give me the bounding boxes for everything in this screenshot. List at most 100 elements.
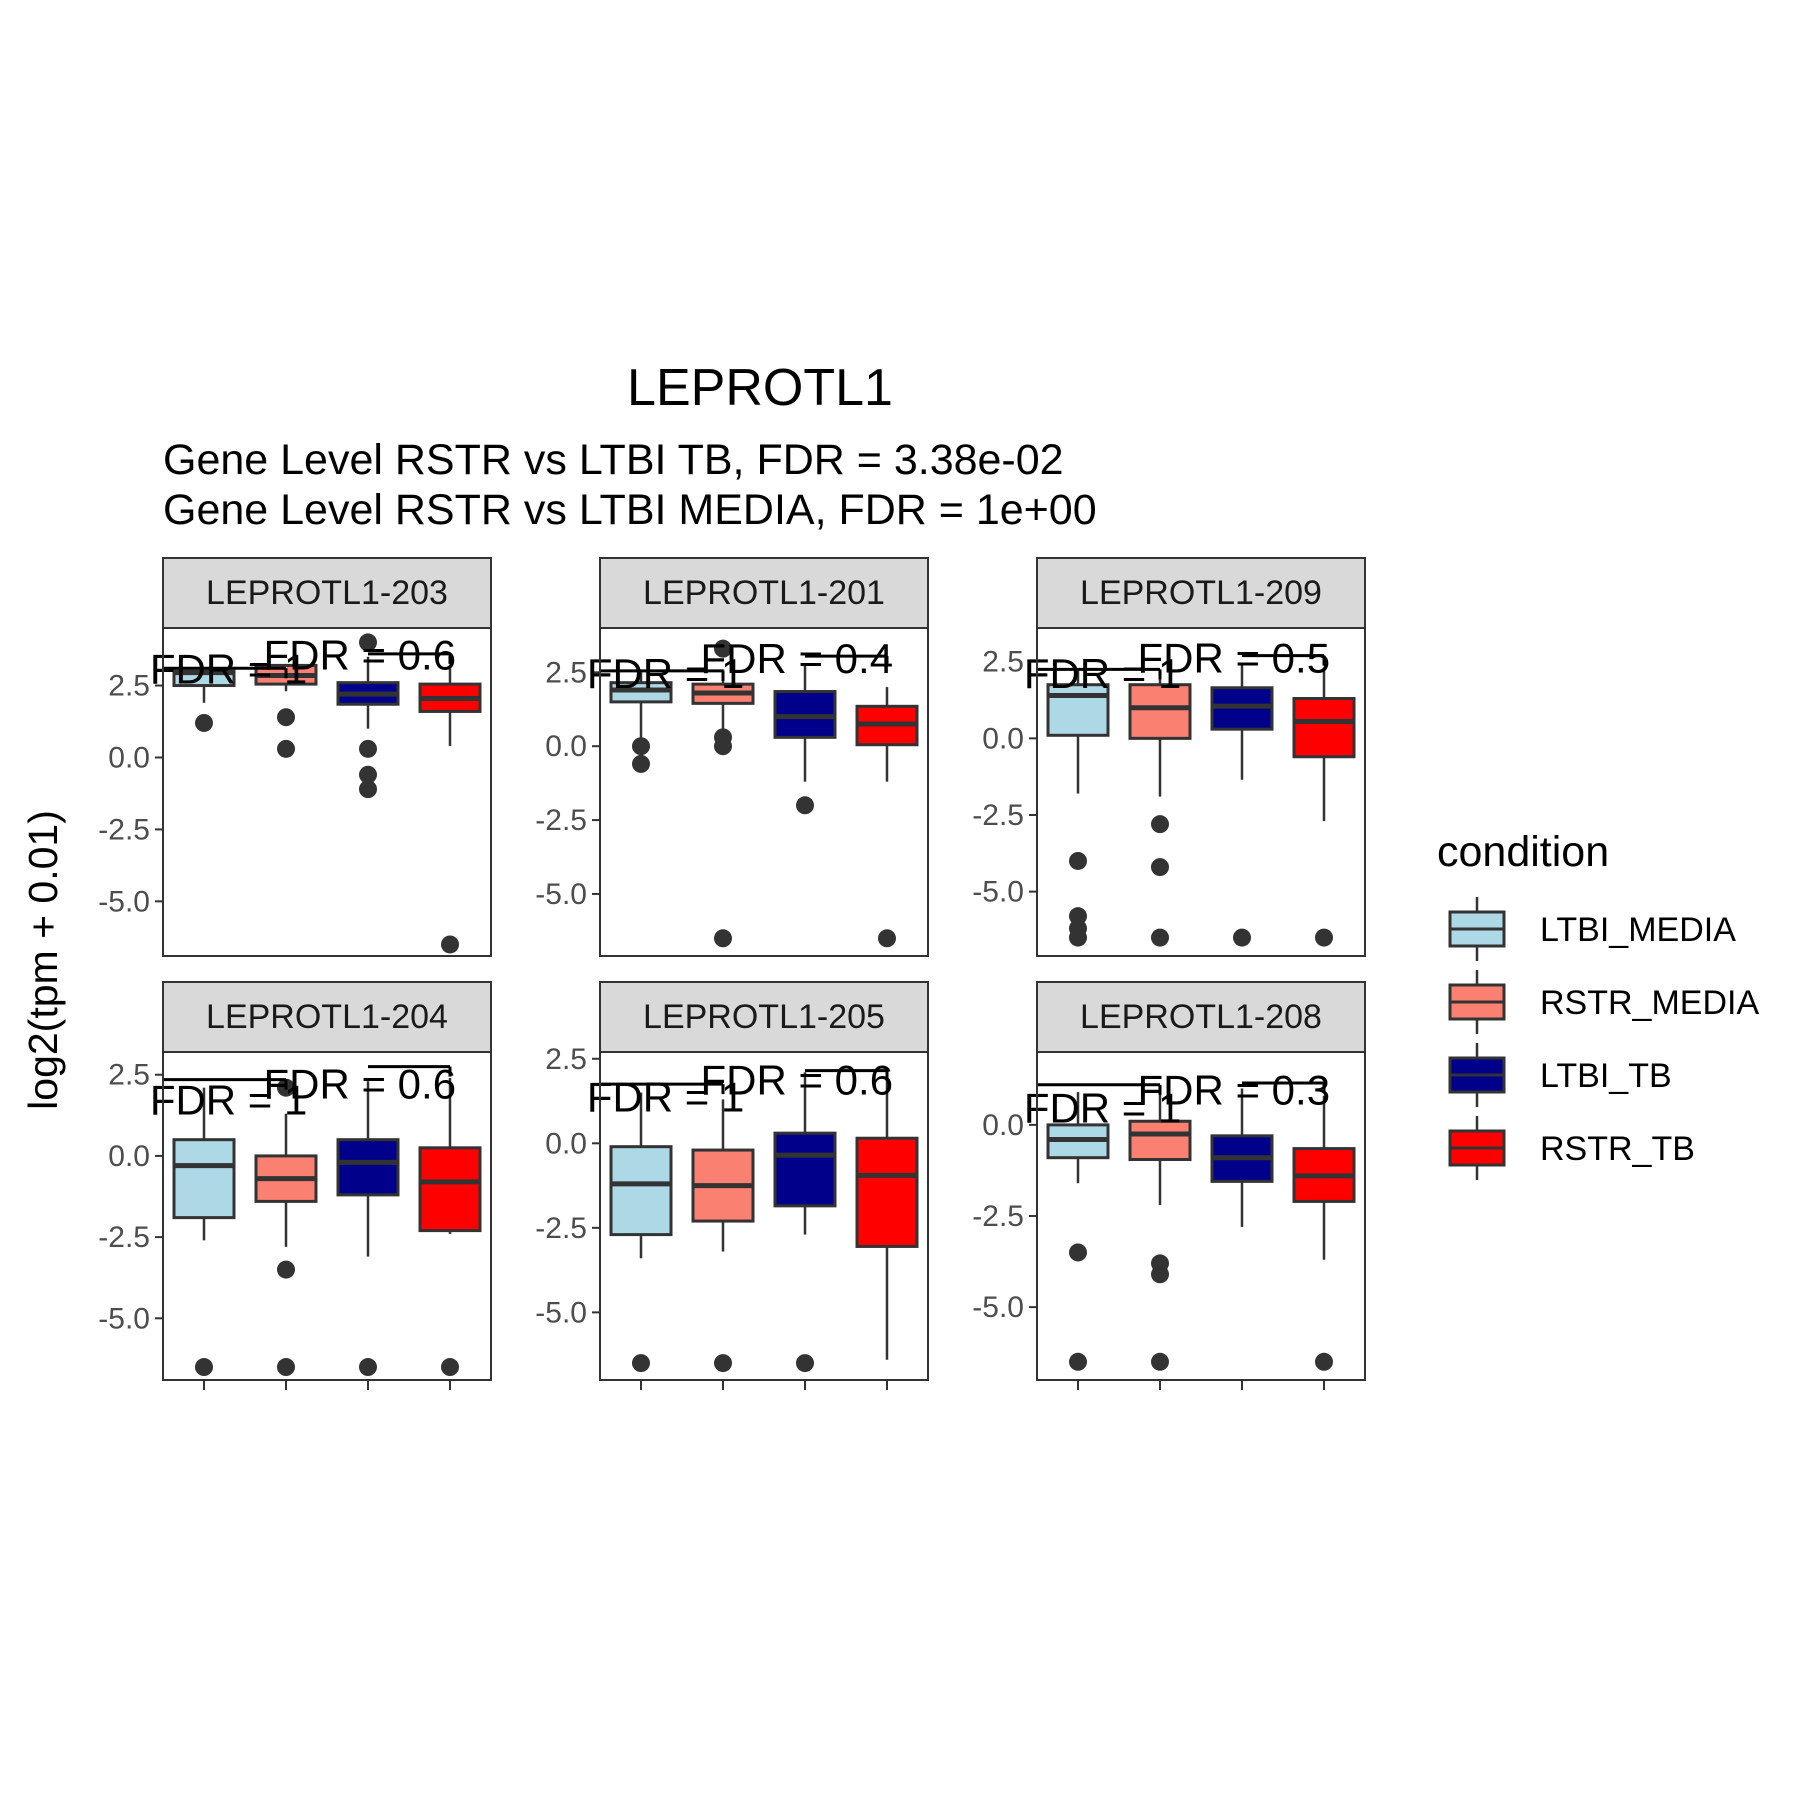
y-tick-label: -2.5 xyxy=(535,1212,587,1245)
fdr-label: FDR = 1 xyxy=(150,646,308,693)
box-rstr-tb xyxy=(1292,667,1356,947)
y-tick-label: -2.5 xyxy=(535,804,587,837)
outlier-point xyxy=(359,1358,377,1377)
outlier-point xyxy=(1315,1352,1333,1371)
outlier-point xyxy=(195,713,213,732)
outlier-point xyxy=(277,1260,295,1279)
y-tick-label: 2.5 xyxy=(545,656,587,689)
fdr-label: FDR = 0.3 xyxy=(1138,1066,1331,1113)
box-ltbi-media xyxy=(609,1092,673,1373)
outlier-point xyxy=(1315,928,1333,947)
outlier-point xyxy=(1151,815,1169,834)
outlier-point xyxy=(1151,928,1169,947)
fdr-label: FDR = 0.4 xyxy=(701,635,894,682)
facet-strip xyxy=(162,557,492,629)
outlier-point xyxy=(441,935,459,954)
fdr-label: FDR = 0.6 xyxy=(264,631,457,678)
legend-item-ltbi-tb: LTBI_TB xyxy=(1448,1043,1672,1107)
outlier-point xyxy=(1151,858,1169,877)
facet-strip-label: LEPROTL1-208 xyxy=(1080,998,1322,1036)
legend-item-label: RSTR_MEDIA xyxy=(1540,984,1759,1022)
y-tick-label: 0.0 xyxy=(108,1140,150,1173)
box-rstr-media xyxy=(1128,1092,1192,1371)
y-tick-label: -5.0 xyxy=(98,1302,150,1335)
y-tick-label: 0.0 xyxy=(545,1127,587,1160)
fdr-label: FDR = 1 xyxy=(1024,1084,1182,1131)
y-tick-label: -5.0 xyxy=(98,885,150,918)
fdr-label: FDR = 1 xyxy=(587,1074,745,1121)
box-ltbi-media xyxy=(1046,670,1110,947)
y-tick-label: 2.5 xyxy=(982,646,1024,679)
fdr-label: FDR = 1 xyxy=(150,1077,308,1124)
outlier-point xyxy=(277,1358,295,1377)
outlier-point xyxy=(632,1354,650,1373)
outlier-point xyxy=(1069,851,1087,870)
chart-title: LEPROTL1 xyxy=(627,359,893,417)
box-ltbi-tb xyxy=(773,1072,837,1373)
outlier-point xyxy=(632,754,650,773)
box-rstr-media xyxy=(691,639,755,948)
outlier-point xyxy=(796,1354,814,1373)
box-ltbi-tb xyxy=(336,1081,400,1377)
outlier-point xyxy=(1069,1243,1087,1262)
plot-panel-border xyxy=(599,1051,929,1381)
box-body xyxy=(773,1131,837,1208)
y-tick-label: 0.0 xyxy=(545,730,587,763)
box-ltbi-media xyxy=(1046,1092,1110,1371)
y-tick-label: -2.5 xyxy=(972,1200,1024,1233)
legend-item-rstr-tb: RSTR_TB xyxy=(1448,1116,1695,1180)
outlier-point xyxy=(1151,1352,1169,1371)
box-ltbi-tb xyxy=(336,633,400,799)
box-ltbi-media xyxy=(172,1087,236,1377)
outlier-point xyxy=(1069,1352,1087,1371)
outlier-point xyxy=(359,739,377,758)
fdr-label: FDR = 0.6 xyxy=(264,1060,457,1107)
y-tick-label: -5.0 xyxy=(535,878,587,911)
box-rstr-media xyxy=(254,1078,318,1377)
plot-panel-background xyxy=(1037,1052,1365,1380)
fdr-label: FDR = 0.5 xyxy=(1138,635,1331,682)
facet-strip xyxy=(1036,981,1366,1053)
outlier-point xyxy=(878,929,896,948)
y-tick-label: -2.5 xyxy=(972,799,1024,832)
plot-panel-background xyxy=(1037,628,1365,956)
box-body xyxy=(336,1138,400,1197)
box-body xyxy=(172,1138,236,1220)
facet-strip-label: LEPROTL1-203 xyxy=(206,574,448,612)
facet-strip-label: LEPROTL1-204 xyxy=(206,998,448,1036)
box-ltbi-media xyxy=(609,672,673,773)
box-ltbi-tb xyxy=(773,663,837,815)
box-body xyxy=(609,1145,673,1237)
legend-title: condition xyxy=(1437,828,1609,876)
outlier-point xyxy=(1151,1265,1169,1284)
facet-strip xyxy=(162,981,492,1053)
box-body xyxy=(1128,683,1192,740)
y-tick-label: 2.5 xyxy=(108,670,150,703)
box-rstr-tb xyxy=(855,687,919,948)
fdr-label: FDR = 1 xyxy=(1024,650,1182,697)
fdr-label: FDR = 1 xyxy=(587,650,745,697)
facet-strip xyxy=(599,981,929,1053)
outlier-point xyxy=(359,765,377,784)
facet-strip xyxy=(599,557,929,629)
facet-strip-label: LEPROTL1-209 xyxy=(1080,574,1322,612)
plot-panel-border xyxy=(162,1051,492,1381)
box-body xyxy=(1128,1119,1192,1162)
outlier-point xyxy=(714,639,732,658)
legend-item-ltbi-media: LTBI_MEDIA xyxy=(1448,897,1736,961)
plot-panel-border xyxy=(1036,1051,1366,1381)
y-tick-label: -2.5 xyxy=(98,813,150,846)
legend-item-label: RSTR_TB xyxy=(1540,1130,1695,1168)
facet-strip-label: LEPROTL1-201 xyxy=(643,574,885,612)
chart-subtitle-line-1: Gene Level RSTR vs LTBI TB, FDR = 3.38e-… xyxy=(163,436,1064,484)
legend: condition LTBI_MEDIA RSTR_MEDIA LTBI_TB RST… xyxy=(1437,828,1759,1180)
outlier-point xyxy=(277,708,295,727)
y-tick-label: 2.5 xyxy=(108,1059,150,1092)
outlier-point xyxy=(195,1358,213,1377)
chart-subtitle-line-2: Gene Level RSTR vs LTBI MEDIA, FDR = 1e+… xyxy=(163,486,1097,534)
